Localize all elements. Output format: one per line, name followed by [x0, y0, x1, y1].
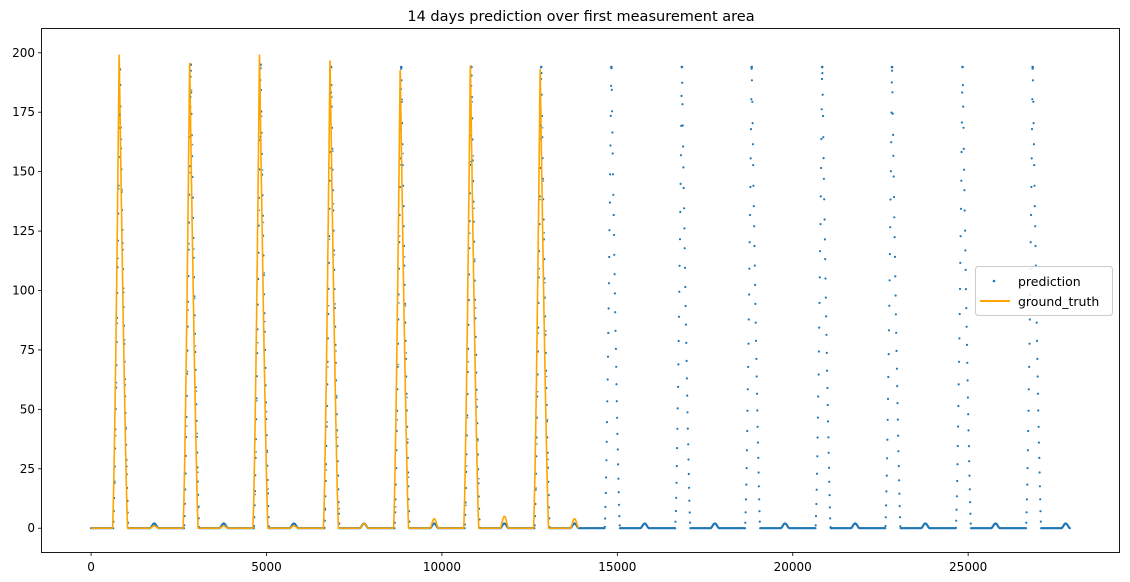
x-tick-label: 25000: [949, 560, 987, 574]
x-tick-label: 20000: [774, 560, 812, 574]
plot-area: [90, 54, 1071, 530]
x-tick-label: 5000: [251, 560, 282, 574]
y-tick-label: 50: [20, 402, 35, 416]
y-tick-label: 200: [12, 46, 35, 60]
prediction-peak-point: [1031, 65, 1034, 69]
legend-label-prediction: prediction: [1018, 274, 1081, 289]
x-tick-label: 10000: [423, 560, 461, 574]
x-tick-label: 0: [87, 560, 95, 574]
prediction-peak-point: [890, 65, 894, 69]
series-ground-truth: [90, 54, 580, 529]
prediction-peak-point: [961, 65, 964, 69]
chart-title: 14 days prediction over first measuremen…: [407, 9, 754, 25]
prediction-peak-point: [680, 65, 684, 69]
y-tick-label: 125: [12, 224, 35, 238]
y-tick-label: 25: [20, 462, 35, 476]
y-tick-label: 75: [20, 343, 35, 357]
y-axis: 0 25 50 75 100 125 150 175 200: [12, 46, 42, 535]
y-tick-label: 150: [12, 165, 35, 179]
x-tick-label: 15000: [598, 560, 636, 574]
prediction-overlay-points: [114, 63, 550, 510]
plot-frame: [41, 28, 1120, 553]
prediction-peak-point: [820, 65, 824, 69]
prediction-points: [90, 65, 1071, 530]
prediction-peak-point: [750, 65, 753, 69]
prediction-peak-point: [610, 65, 613, 69]
x-axis: 0 5000 10000 15000 20000 25000: [87, 552, 987, 574]
y-tick-label: 0: [27, 521, 35, 535]
legend-label-ground-truth: ground_truth: [1018, 294, 1099, 309]
legend: prediction ground_truth: [975, 266, 1113, 316]
legend-box: [975, 266, 1113, 316]
series-prediction: [90, 63, 1071, 530]
y-tick-label: 100: [12, 284, 35, 298]
prediction-peak-point: [399, 65, 403, 69]
legend-marker-prediction: [992, 279, 996, 283]
prediction-peak-point: [539, 65, 543, 69]
ground-truth-line: [90, 54, 580, 529]
y-tick-label: 175: [12, 105, 35, 119]
